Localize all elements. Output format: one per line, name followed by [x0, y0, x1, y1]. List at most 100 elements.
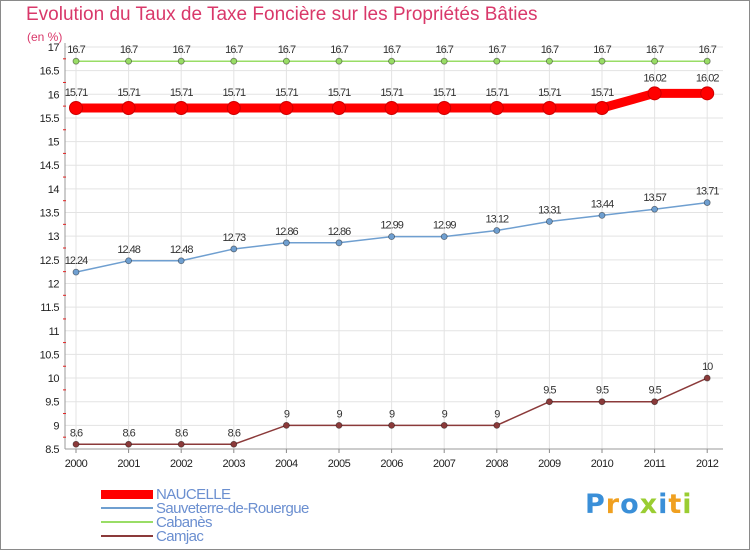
data-label-sauveterre-de-rouergue: 12.48 — [170, 244, 193, 256]
legend-swatch-camjac — [101, 535, 153, 537]
data-label-naucelle: 15.71 — [117, 87, 140, 99]
data-label-cabanes: 16.7 — [172, 44, 190, 56]
data-label-naucelle: 15.71 — [223, 87, 246, 99]
data-point-sauveterre-de-rouergue — [388, 233, 396, 241]
data-point-cabanes — [335, 57, 343, 65]
legend-swatch-naucelle — [101, 489, 153, 499]
y-tick-label: 11.5 — [40, 302, 59, 314]
data-label-sauveterre-de-rouergue: 12.99 — [433, 220, 456, 232]
data-point-naucelle — [174, 101, 189, 116]
x-tick-label: 2011 — [644, 458, 666, 470]
data-label-cabanes: 16.7 — [278, 44, 296, 56]
data-label-cabanes: 16.7 — [698, 44, 716, 56]
data-point-naucelle — [647, 86, 662, 101]
data-point-sauveterre-de-rouergue — [651, 205, 658, 213]
data-label-sauveterre-de-rouergue: 12.73 — [223, 232, 246, 244]
data-label-camjac: 8.6 — [175, 427, 188, 439]
x-tick-label: 2002 — [170, 458, 193, 470]
data-label-naucelle: 15.71 — [328, 87, 351, 99]
data-point-camjac — [703, 374, 711, 382]
data-label-camjac: 8.6 — [122, 427, 135, 439]
data-label-camjac: 9 — [494, 408, 500, 420]
data-point-cabanes — [125, 57, 132, 65]
data-point-camjac — [125, 440, 132, 448]
data-label-cabanes: 16.7 — [383, 44, 401, 56]
y-tick-label: 15 — [48, 137, 60, 149]
data-point-camjac — [651, 398, 658, 406]
data-point-cabanes — [282, 57, 290, 65]
data-point-sauveterre-de-rouergue — [546, 218, 553, 225]
data-point-camjac — [177, 440, 185, 448]
legend-swatch-sauveterre-de-rouergue — [101, 507, 153, 509]
data-label-naucelle: 15.71 — [538, 87, 561, 99]
data-point-naucelle — [700, 86, 715, 101]
logo-letter: r — [605, 489, 621, 520]
data-point-naucelle — [332, 101, 346, 116]
legend-item-camjac[interactable]: Camjac — [101, 527, 204, 545]
x-tick-label: 2001 — [117, 458, 140, 470]
data-point-sauveterre-de-rouergue — [335, 239, 343, 247]
data-label-sauveterre-de-rouergue: 12.86 — [328, 226, 351, 238]
x-tick-label: 2004 — [275, 458, 298, 470]
y-tick-label: 14.5 — [40, 160, 60, 172]
y-tick-label: 8.5 — [45, 444, 59, 456]
y-tick-label: 10 — [48, 373, 60, 385]
y-tick-label: 10.5 — [40, 349, 60, 361]
x-tick-label: 2000 — [65, 458, 88, 470]
x-tick-label: 2006 — [380, 458, 403, 470]
data-label-naucelle: 15.71 — [433, 87, 456, 99]
data-point-sauveterre-de-rouergue — [230, 245, 238, 253]
data-point-camjac — [440, 421, 448, 429]
data-label-sauveterre-de-rouergue: 12.86 — [275, 226, 298, 238]
data-label-camjac: 9 — [389, 408, 395, 420]
data-point-naucelle — [489, 101, 504, 116]
data-label-camjac: 9 — [442, 408, 448, 420]
data-label-cabanes: 16.7 — [593, 44, 611, 56]
data-label-camjac: 9.5 — [543, 385, 556, 397]
data-label-camjac: 9.5 — [596, 385, 609, 397]
data-point-camjac — [230, 440, 238, 448]
legend-item-sauveterre-de-rouergue[interactable]: Sauveterre-de-Rouergue — [101, 500, 309, 517]
data-label-camjac: 9 — [284, 408, 290, 420]
y-tick-label: 12 — [48, 278, 60, 290]
x-tick-label: 2008 — [486, 458, 509, 470]
y-tick-label: 17 — [48, 42, 60, 54]
data-point-naucelle — [542, 101, 557, 116]
data-label-naucelle: 15.71 — [275, 87, 298, 99]
data-label-camjac: 8.6 — [70, 427, 83, 439]
legend-label-naucelle: NAUCELLE — [156, 485, 231, 503]
data-label-naucelle: 15.71 — [65, 87, 88, 99]
logo-letter: o — [620, 489, 640, 520]
data-point-camjac — [598, 398, 606, 406]
data-label-cabanes: 16.7 — [646, 44, 664, 56]
legend-label-camjac: Camjac — [156, 527, 204, 545]
data-point-naucelle — [279, 101, 294, 116]
data-label-cabanes: 16.7 — [67, 44, 85, 56]
data-point-cabanes — [493, 57, 501, 65]
legend-item-naucelle[interactable]: NAUCELLE — [101, 485, 231, 503]
data-label-camjac: 8.6 — [228, 427, 241, 439]
data-point-naucelle — [226, 101, 241, 116]
x-tick-label: 2009 — [538, 458, 561, 470]
logo-letter: P — [585, 489, 606, 520]
y-tick-label: 11 — [49, 326, 60, 338]
data-label-naucelle: 15.71 — [591, 87, 614, 99]
data-label-cabanes: 16.7 — [225, 44, 243, 56]
data-point-cabanes — [440, 57, 448, 65]
data-label-sauveterre-de-rouergue: 13.71 — [696, 186, 719, 198]
data-label-cabanes: 16.7 — [488, 44, 506, 56]
data-label-sauveterre-de-rouergue: 12.48 — [117, 244, 140, 256]
data-point-sauveterre-de-rouergue — [703, 199, 711, 206]
data-point-sauveterre-de-rouergue — [493, 227, 501, 234]
legend-swatch-cabanes — [101, 521, 153, 523]
data-point-cabanes — [388, 57, 396, 65]
y-axis-unit-label: (en %) — [27, 30, 63, 44]
legend-item-cabanes[interactable]: Cabanès — [101, 514, 212, 531]
data-label-naucelle: 16.02 — [643, 72, 666, 84]
data-point-cabanes — [546, 57, 553, 65]
data-point-cabanes — [230, 57, 238, 65]
y-tick-label: 9 — [53, 420, 59, 432]
y-tick-label: 15.5 — [40, 113, 60, 125]
